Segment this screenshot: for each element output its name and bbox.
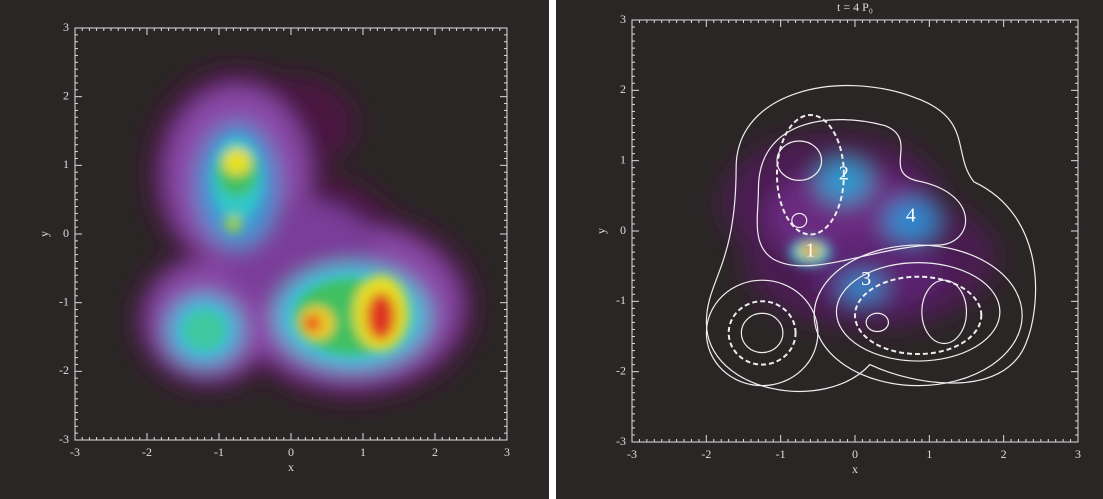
x-tick-label: -1 bbox=[214, 445, 224, 459]
x-tick-label: 0 bbox=[852, 447, 858, 461]
annotation: 3 bbox=[861, 268, 871, 290]
y-axis-label: y bbox=[594, 228, 608, 234]
x-tick-label: -3 bbox=[70, 445, 80, 459]
contour bbox=[706, 86, 1035, 392]
y-tick-label: 1 bbox=[620, 152, 626, 166]
contour bbox=[922, 280, 967, 343]
annotation: 2 bbox=[839, 162, 849, 184]
y-tick-label: -3 bbox=[616, 434, 626, 448]
y-tick-label: 0 bbox=[620, 223, 626, 237]
x-tick-label: 1 bbox=[360, 445, 366, 459]
x-tick-label: 1 bbox=[926, 447, 932, 461]
contour bbox=[792, 213, 807, 227]
y-tick-label: 3 bbox=[63, 20, 69, 34]
x-tick-label: 0 bbox=[288, 445, 294, 459]
annotation: 1 bbox=[805, 240, 815, 262]
y-axis-label: y bbox=[37, 231, 51, 237]
annotation: 4 bbox=[906, 205, 916, 227]
y-tick-label: -1 bbox=[59, 294, 69, 308]
contour bbox=[777, 115, 844, 235]
contour bbox=[741, 313, 783, 352]
density-map bbox=[132, 65, 479, 403]
contour bbox=[729, 301, 796, 364]
y-tick-label: -2 bbox=[616, 363, 626, 377]
x-tick-label: 2 bbox=[1001, 447, 1007, 461]
y-tick-label: -3 bbox=[59, 432, 69, 446]
contour bbox=[777, 141, 822, 180]
contour bbox=[836, 263, 999, 361]
contour bbox=[814, 245, 1022, 386]
x-tick-label: -3 bbox=[627, 447, 637, 461]
y-tick-label: 3 bbox=[620, 12, 626, 26]
x-tick-label: -1 bbox=[776, 447, 786, 461]
contour bbox=[866, 313, 888, 331]
contour bbox=[757, 120, 965, 266]
x-tick-label: -2 bbox=[142, 445, 152, 459]
x-tick-label: 3 bbox=[504, 445, 510, 459]
x-tick-label: -2 bbox=[701, 447, 711, 461]
y-tick-label: 0 bbox=[63, 226, 69, 240]
density-map bbox=[706, 86, 1035, 392]
y-tick-label: 2 bbox=[620, 82, 626, 96]
x-tick-label: 3 bbox=[1075, 447, 1081, 461]
contour bbox=[855, 277, 981, 354]
y-tick-label: 1 bbox=[63, 157, 69, 171]
x-axis-label: x bbox=[852, 462, 858, 476]
x-axis-label: x bbox=[288, 460, 294, 474]
y-tick-label: -1 bbox=[616, 293, 626, 307]
x-tick-label: 2 bbox=[432, 445, 438, 459]
chart-title: t = 4 P₀ bbox=[837, 0, 873, 14]
y-tick-label: -2 bbox=[59, 363, 69, 377]
y-tick-label: 2 bbox=[63, 88, 69, 102]
